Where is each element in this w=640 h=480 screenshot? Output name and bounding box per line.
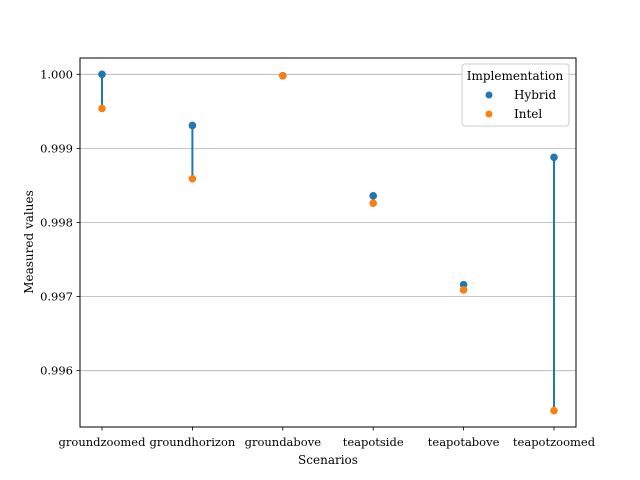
plot-frame <box>79 57 577 428</box>
legend-label-intel: Intel <box>514 107 542 121</box>
legend-label-hybrid: Hybrid <box>514 88 557 102</box>
data-points <box>98 70 558 415</box>
point-intel <box>188 174 197 183</box>
x-tick-label: teapotside <box>343 435 404 449</box>
point-intel <box>459 286 468 294</box>
legend-box <box>461 63 570 127</box>
y-tick-label: 0.996 <box>40 364 73 378</box>
point-hybrid <box>188 121 197 130</box>
x-tick-label: teapotzoomed <box>513 435 596 449</box>
legend: Implementation Hybrid Intel <box>461 63 570 127</box>
point-intel <box>550 406 558 415</box>
point-intel <box>279 71 287 80</box>
legend-title: Implementation <box>467 69 564 83</box>
legend-marker-hybrid <box>485 91 493 99</box>
x-tick-label: groundzoomed <box>59 435 147 449</box>
y-axis-label: Measured values <box>22 190 36 294</box>
y-tick-label: 0.997 <box>40 290 73 304</box>
x-tick-label: groundabove <box>245 435 322 449</box>
x-tick-label: groundhorizon <box>149 435 235 449</box>
point-intel <box>98 104 106 113</box>
point-intel <box>369 199 378 208</box>
point-hybrid <box>98 70 106 79</box>
point-hybrid <box>369 192 378 200</box>
y-axis-ticks: 0.996 0.997 0.998 0.999 1.000 <box>40 67 80 378</box>
x-axis-ticks: groundzoomed groundhorizon groundabove teap… <box>59 427 596 449</box>
x-axis-label: Scenarios <box>298 453 358 467</box>
x-tick-label: teapotabove <box>428 435 500 449</box>
y-tick-label: 0.999 <box>40 141 73 155</box>
legend-marker-intel <box>485 110 493 118</box>
point-hybrid <box>550 153 558 162</box>
y-tick-label: 1.000 <box>40 67 73 81</box>
y-tick-label: 0.998 <box>40 215 73 229</box>
grid-lines <box>80 73 576 372</box>
